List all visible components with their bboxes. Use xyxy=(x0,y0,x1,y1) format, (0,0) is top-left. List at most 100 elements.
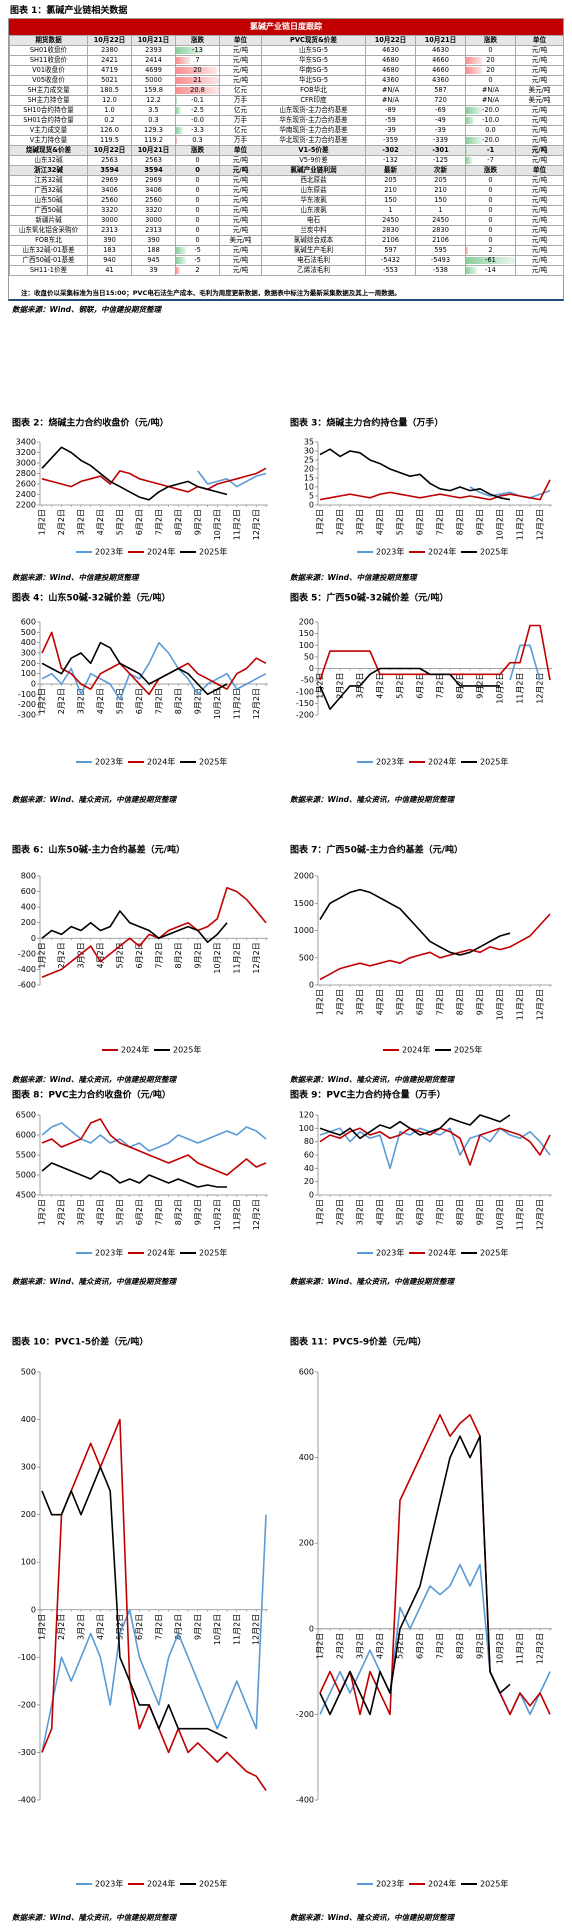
cell-text: 元/吨 xyxy=(531,216,548,225)
x-tick-label: 3月2日 xyxy=(76,1199,85,1225)
cell-text: 205 xyxy=(384,176,397,185)
cell-text: 江苏32碱 xyxy=(34,176,63,185)
cell: V5-9价差 xyxy=(261,155,366,166)
cell: 119.2 xyxy=(131,135,176,146)
cell-text: 元/吨 xyxy=(531,56,548,65)
cell: 4660 xyxy=(415,65,466,76)
x-tick-label: 7月2日 xyxy=(154,688,163,714)
cell-text: 0 xyxy=(195,216,200,225)
y-tick-label: 30 xyxy=(304,447,314,456)
cell: 587 xyxy=(415,85,466,96)
header-cell: 涨跌 xyxy=(465,35,516,46)
x-tick-label: 10月2日 xyxy=(213,688,222,719)
x-tick-label: 5月2日 xyxy=(396,1633,405,1659)
y-tick-label: 400 xyxy=(21,638,36,647)
cell: 2414 xyxy=(131,55,176,66)
legend-label: 2023年 xyxy=(95,547,123,557)
cell: -69 xyxy=(415,105,466,116)
change-bar xyxy=(176,57,191,64)
x-tick-label: 8月2日 xyxy=(456,1199,465,1225)
y-tick-label: 5500 xyxy=(16,1151,36,1160)
chart-title: 图表 7：广西50碱-主力合约基差（元/吨） xyxy=(290,844,463,856)
y-tick-label: 15 xyxy=(304,474,314,483)
cell-text: 5021 xyxy=(101,76,118,85)
cell: 0.2 xyxy=(87,115,132,126)
cell-text: 0 xyxy=(195,186,200,195)
x-tick-label: 12月2日 xyxy=(252,1614,261,1645)
cell-text: 1.0 xyxy=(104,106,115,115)
source: 数据来源：Wind、中信建投期货整理 xyxy=(290,573,418,582)
cell: 4699 xyxy=(131,65,176,76)
legend-label: 2024年 xyxy=(428,757,456,767)
cell-text: 元/吨 xyxy=(531,236,548,245)
x-tick-label: 6月2日 xyxy=(416,509,425,535)
change-bar xyxy=(176,267,181,274)
cell: -49 xyxy=(415,115,466,126)
cell-text: 10月21日 xyxy=(424,36,457,45)
y-tick-label: 600 xyxy=(21,618,36,627)
cell-text: 0 xyxy=(195,156,200,165)
cell-text: 元/吨 xyxy=(531,206,548,215)
y-tick-label: 2800 xyxy=(16,469,36,478)
table-row: V01收盘价 4719 4699 20 元/吨 华南SG-5 4680 4660 20 元/吨 xyxy=(9,65,564,76)
change-bar xyxy=(176,67,217,74)
legend-label: 2025年 xyxy=(173,1045,201,1055)
y-tick-label: 40 xyxy=(304,1164,314,1173)
legend-label: 2024年 xyxy=(147,547,175,557)
source: 数据来源：Wind、隆众资讯，中信建投期货整理 xyxy=(12,1913,178,1922)
cell: 兰炭中料 xyxy=(261,225,366,236)
cell: 12.2 xyxy=(131,95,176,106)
series-line xyxy=(319,624,551,681)
cell: 元/吨 xyxy=(515,185,564,196)
cell-text: 4680 xyxy=(382,66,399,75)
y-tick-label: -300 xyxy=(18,1748,36,1757)
x-tick-label: 8月2日 xyxy=(174,1199,183,1225)
y-tick-label: 20 xyxy=(304,1177,314,1186)
x-tick-label: 6月2日 xyxy=(135,942,144,968)
cell: 2 xyxy=(465,245,516,256)
cell: 元/吨 xyxy=(219,205,262,216)
y-tick-label: -600 xyxy=(18,981,36,990)
table-row: V05收盘价 5021 5000 21 元/吨 华北SG-5 4360 4360 0 元/吨 xyxy=(9,75,564,86)
table-row: 山东50碱 2560 2560 0 元/吨 华东液氯 150 150 0 元/吨 xyxy=(9,195,564,206)
table-row: SH10合约持仓量 1.0 3.5 -2.5 亿元 山东现货-主力合约基差 -89 -69 -2… xyxy=(9,105,564,116)
cell-text: -5 xyxy=(194,256,201,265)
y-tick-label: -200 xyxy=(296,1710,314,1719)
x-tick-label: 7月2日 xyxy=(154,509,163,535)
header-cell: 烧碱现货&价差 xyxy=(9,145,88,156)
x-tick-label: 8月2日 xyxy=(456,1633,465,1659)
x-tick-label: 10月2日 xyxy=(213,942,222,973)
cell: 0 xyxy=(175,155,220,166)
cell-text: 氯碱综合成本 xyxy=(293,236,334,245)
cell: -132 xyxy=(365,155,416,166)
cell: 4660 xyxy=(415,55,466,66)
cell-text: 4719 xyxy=(101,66,118,75)
cell: 150 xyxy=(415,195,466,206)
cell: FOB东北 xyxy=(9,235,88,246)
cell: SH11-1价差 xyxy=(9,265,88,276)
cell-text: 山东现货-主力合约基差 xyxy=(279,106,348,115)
cell: 万手 xyxy=(219,95,262,106)
cell: 3320 xyxy=(131,205,176,216)
cell: -39 xyxy=(365,125,416,136)
y-tick-label: 400 xyxy=(21,903,36,912)
y-tick-label: -400 xyxy=(296,1796,314,1805)
x-tick-label: 9月2日 xyxy=(476,509,485,535)
cell-text: 华北SG-5 xyxy=(298,76,329,85)
y-tick-label: 1500 xyxy=(294,899,314,908)
x-tick-label: 11月2日 xyxy=(516,989,525,1020)
y-tick-label: 0 xyxy=(309,501,314,510)
y-tick-label: 100 xyxy=(299,1124,314,1133)
cell-text: 美元/吨 xyxy=(528,96,551,105)
cell-text: 广西50碱 xyxy=(34,206,63,215)
cell-text: 2969 xyxy=(145,176,162,185)
cell-text: 2393 xyxy=(145,46,162,55)
cell: 0.3 xyxy=(131,115,176,126)
cell: V1-5价差 xyxy=(261,145,366,156)
cell-text: 美元/吨 xyxy=(229,236,252,245)
series-line xyxy=(319,913,551,981)
y-tick-label: -300 xyxy=(18,711,36,720)
cell-text: 涨跌 xyxy=(483,166,498,175)
y-tick-label: -100 xyxy=(18,1653,36,1662)
x-tick-label: 8月2日 xyxy=(174,688,183,714)
